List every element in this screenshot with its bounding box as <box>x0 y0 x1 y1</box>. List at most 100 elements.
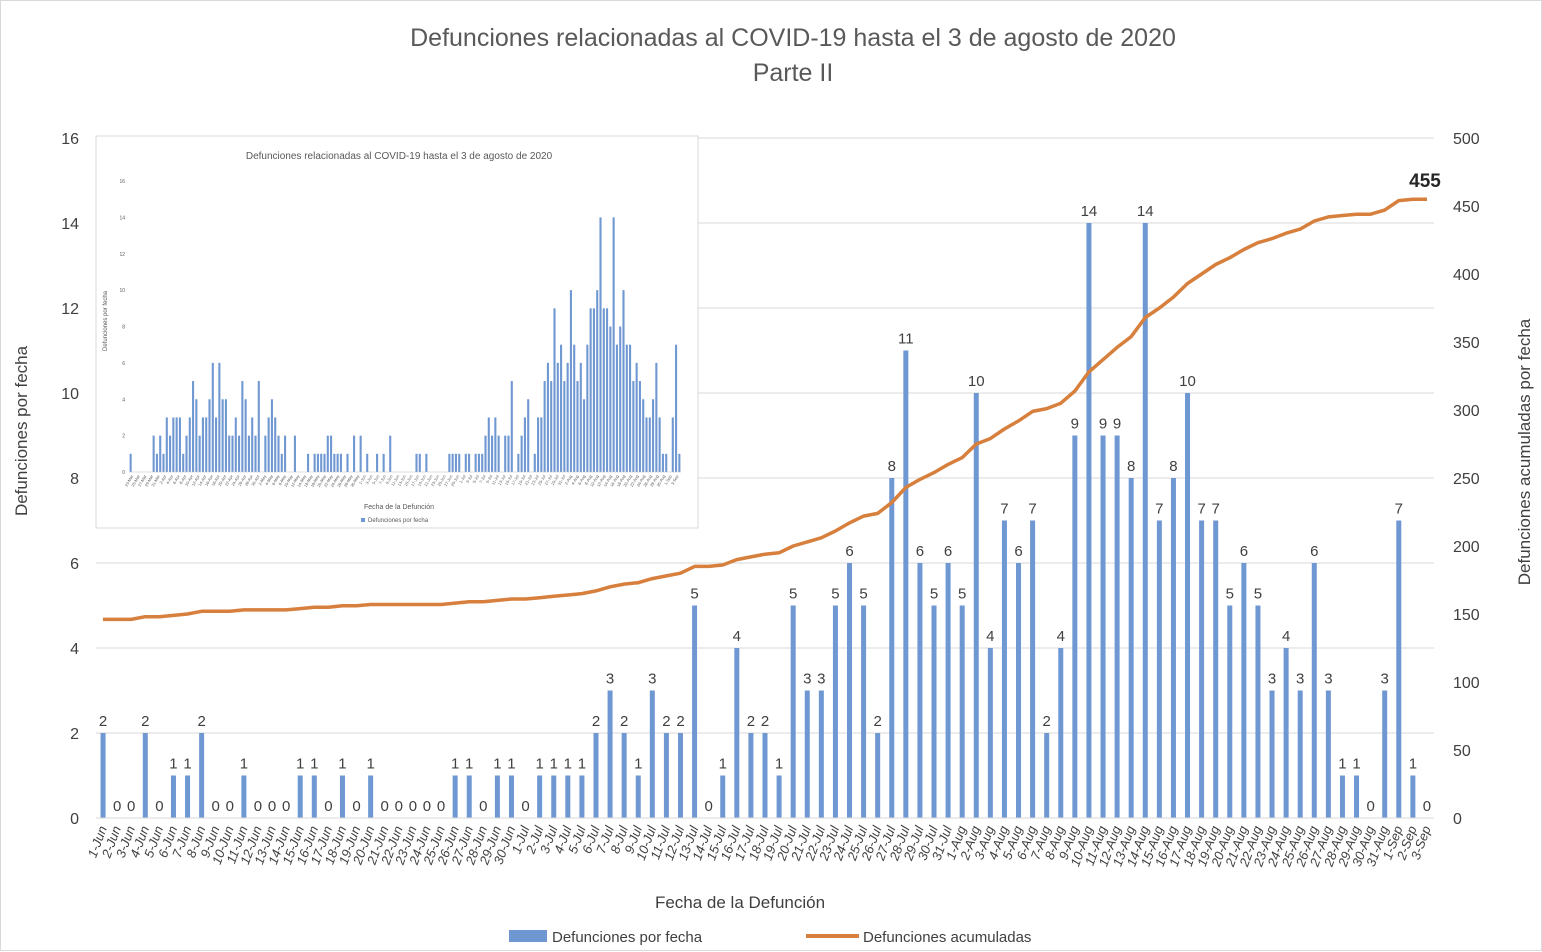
inset-bar <box>155 453 158 472</box>
bar <box>1297 690 1303 818</box>
bar-data-label: 1 <box>493 756 501 773</box>
inset-bar <box>293 435 296 472</box>
bar-data-label: 2 <box>662 713 670 730</box>
inset-bar <box>481 453 484 472</box>
y-tick-label: 8 <box>70 471 79 488</box>
inset-x-tick-label: 30-Apr <box>250 473 261 486</box>
inset-x-tick-label: 12-Apr <box>190 473 201 486</box>
bar <box>1156 520 1162 818</box>
inset-bar <box>270 399 273 472</box>
bar-data-label: 0 <box>381 798 389 815</box>
inset-legend-label: Defunciones por fecha <box>368 518 429 524</box>
bar <box>692 605 698 818</box>
inset-bar <box>642 399 645 472</box>
inset-bar <box>218 362 221 472</box>
inset-bar <box>671 417 674 472</box>
bar <box>1058 648 1064 818</box>
inset-x-tick-label: 5-Jul <box>471 474 480 484</box>
bar-data-label: 10 <box>1179 373 1196 390</box>
inset-bar <box>537 417 540 472</box>
bar <box>508 775 514 818</box>
inset-x-tick-label: 27-Mar <box>137 473 148 487</box>
bar <box>1354 775 1360 818</box>
bar <box>945 563 951 818</box>
bar <box>649 690 655 818</box>
y2-axis-title: Defunciones acumuladas por fecha <box>1515 318 1534 585</box>
bar-data-label: 1 <box>775 756 783 773</box>
inset-x-tick-label: 29-Jun <box>450 474 460 487</box>
inset-bar <box>418 453 421 472</box>
y2-tick-label: 350 <box>1453 335 1480 352</box>
inset-x-tick-label: 27-Jul <box>543 474 553 486</box>
inset-bar <box>576 381 579 472</box>
bar-data-label: 2 <box>874 713 882 730</box>
bar-data-label: 1 <box>240 756 248 773</box>
bar-data-label: 0 <box>226 798 234 815</box>
inset-bar <box>251 417 254 472</box>
bar-data-label: 6 <box>845 543 853 560</box>
inset-bar <box>221 399 224 472</box>
bar-data-label: 8 <box>1169 458 1177 475</box>
inset-bar <box>464 453 467 472</box>
bar <box>1382 690 1388 818</box>
inset-bar <box>277 435 280 472</box>
y-tick-label: 6 <box>70 556 79 573</box>
inset-x-tick-label: 26-Aug <box>642 474 653 488</box>
inset-x-tick-label: 10-May <box>283 474 294 488</box>
inset-x-tick-label: 4-Aug <box>570 474 580 486</box>
y2-tick-label: 400 <box>1453 267 1480 284</box>
y-tick-label: 10 <box>61 386 79 403</box>
inset-y-tick-label: 12 <box>119 252 125 258</box>
inset-bar <box>507 435 510 472</box>
inset-bar <box>454 453 457 472</box>
inset-x-tick-label: 2-Apr <box>158 473 168 485</box>
inset-bar <box>658 417 661 472</box>
bar-data-label: 1 <box>564 756 572 773</box>
inset-x-tick-label: 16-May <box>303 474 314 488</box>
inset-bar <box>264 435 267 472</box>
inset-bar <box>484 435 487 472</box>
inset-bar <box>339 453 342 472</box>
inset-x-tick-label: 6-Apr <box>172 473 182 485</box>
bar <box>776 775 782 818</box>
inset-x-tick-label: 20-May <box>316 474 327 488</box>
inset-x-tick-label: 12-Aug <box>596 474 607 488</box>
bar <box>1325 690 1331 818</box>
inset-x-tick-label: 30-May <box>349 474 360 488</box>
bar-data-label: 6 <box>1310 543 1318 560</box>
y2-tick-label: 300 <box>1453 403 1480 420</box>
bar-data-label: 0 <box>254 798 262 815</box>
bar-data-label: 2 <box>761 713 769 730</box>
inset-x-tick-label: 16-Aug <box>609 474 620 488</box>
bar-data-label: 5 <box>1254 586 1262 603</box>
inset-bar <box>175 417 178 472</box>
inset-bar <box>655 362 658 472</box>
inset-x-tick-label: 16-Apr <box>204 473 215 486</box>
inset-bar <box>546 362 549 472</box>
inset-x-tick-label: 20-Aug <box>622 474 633 488</box>
bar <box>635 775 641 818</box>
inset-x-tick-label: 11-Jul <box>490 474 500 486</box>
inset-x-tick-label: 31-Jul <box>557 474 567 486</box>
bar <box>1339 775 1345 818</box>
inset-bar <box>477 453 480 472</box>
inset-x-tick-label: 2-May <box>257 474 267 486</box>
inset-x-tick-label: 21-Jun <box>423 474 433 487</box>
inset-x-tick-label: 19-Jun <box>416 474 426 487</box>
inset-y-tick-label: 8 <box>122 325 125 331</box>
inset-x-tick-label: 22-Aug <box>629 474 640 488</box>
bar-data-label: 0 <box>127 798 135 815</box>
inset-bar <box>205 417 208 472</box>
bar-data-label: 0 <box>423 798 431 815</box>
bar-data-label: 1 <box>1409 756 1417 773</box>
bar-data-label: 0 <box>395 798 403 815</box>
bar <box>903 350 909 818</box>
bar <box>804 690 810 818</box>
bar-data-label: 5 <box>1226 586 1234 603</box>
inset-x-tick-label: 14-Aug <box>602 474 613 488</box>
inset-chart: Defunciones relacionadas al COVID-19 has… <box>95 135 699 529</box>
inset-bar <box>583 399 586 472</box>
y-tick-label: 14 <box>61 216 79 233</box>
legend-bar-swatch <box>509 930 547 942</box>
bar-series <box>100 223 1416 818</box>
